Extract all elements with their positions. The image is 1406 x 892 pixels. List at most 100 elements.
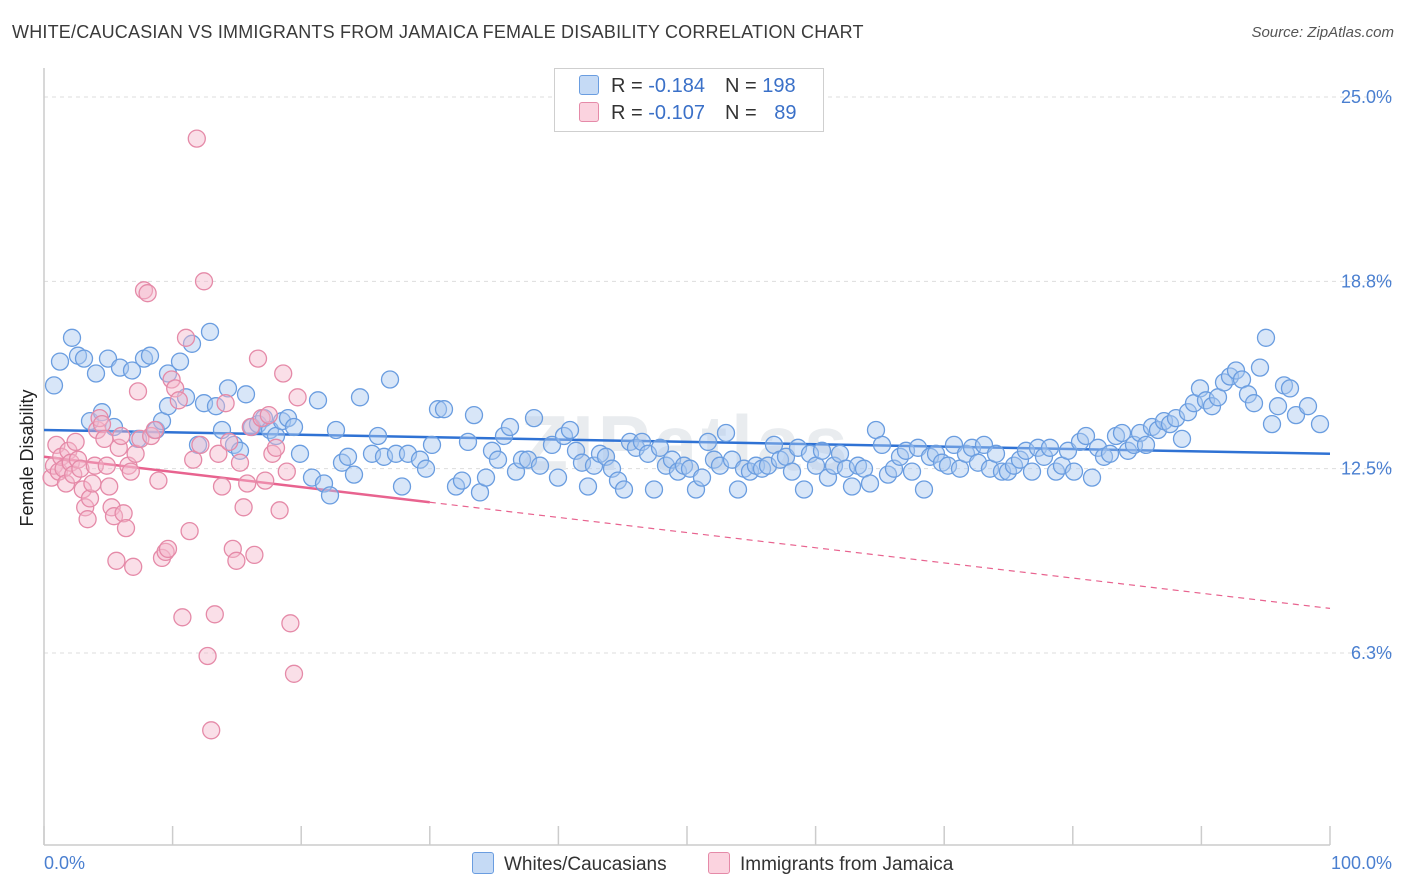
data-point-whites (1190, 379, 1210, 398)
data-point-whites (812, 441, 832, 460)
data-point-jamaica (194, 272, 214, 291)
data-point-whites (458, 432, 478, 452)
data-point-jamaica (281, 614, 300, 633)
data-point-jamaica (256, 471, 275, 490)
y-axis-title: Female Disability (17, 389, 37, 526)
data-point-whites (200, 322, 220, 342)
data-point-jamaica (114, 504, 133, 523)
data-point-whites (344, 465, 364, 484)
data-point-whites (632, 432, 652, 452)
data-point-whites (872, 435, 892, 455)
data-point-whites (506, 462, 526, 481)
legend-row-jamaica: R = -0.107 N = 89 (579, 102, 796, 126)
data-point-jamaica (202, 721, 221, 740)
legend-n-label: N = (724, 75, 763, 97)
data-point-whites (74, 349, 94, 368)
data-point-whites (860, 474, 880, 493)
data-point-jamaica (83, 474, 102, 493)
x-tick-labels: 0.0% 100.0% (44, 853, 1392, 873)
data-point-whites (278, 408, 298, 428)
data-point-jamaica (138, 284, 157, 303)
trend-lines (43, 428, 1331, 609)
data-point-jamaica (116, 518, 136, 538)
data-point-whites (1082, 468, 1102, 487)
data-point-whites (236, 385, 256, 404)
data-point-whites (434, 400, 454, 419)
data-point-whites (650, 438, 670, 457)
data-point-jamaica (92, 414, 112, 434)
data-point-jamaica (166, 379, 185, 398)
data-point-jamaica (156, 542, 175, 562)
data-point-whites (140, 346, 160, 365)
data-point-whites (800, 444, 820, 463)
legend-n-label: N = (724, 102, 763, 124)
data-point-whites (350, 388, 370, 407)
data-point-whites (284, 417, 304, 437)
axes (43, 68, 1331, 846)
data-point-whites (986, 444, 1006, 463)
data-point-jamaica (109, 438, 128, 457)
data-point-whites (884, 459, 904, 478)
data-point-jamaica (277, 462, 296, 481)
data-point-whites (62, 328, 82, 347)
data-point-jamaica (131, 429, 150, 449)
data-point-jamaica (209, 444, 228, 463)
data-point-whites (524, 408, 544, 428)
data-point-jamaica (112, 426, 131, 446)
data-point-jamaica (238, 474, 257, 493)
data-point-whites (494, 426, 514, 446)
source-label: Source: ZipAtlas.com (1251, 24, 1394, 41)
legend-row-whites: R = -0.184 N = 198 (579, 75, 796, 99)
data-point-whites (488, 450, 508, 469)
data-point-jamaica (259, 405, 278, 425)
data-point-jamaica (227, 551, 246, 570)
legend-swatch-blue (579, 75, 599, 95)
legend-n-value: 198 (762, 75, 796, 97)
data-point-whites (1262, 414, 1282, 434)
data-point-whites (914, 480, 934, 499)
data-point-jamaica (198, 646, 217, 666)
data-point-whites (320, 486, 340, 505)
correlation-legend: R = -0.184 N = 198 R = -0.107 N = 89 (554, 68, 824, 132)
data-point-jamaica (66, 432, 85, 452)
data-point-jamaica (78, 510, 97, 529)
y-tick-label: 12.5% (1341, 459, 1392, 479)
trend-line-jamaica (43, 455, 430, 504)
y-tick-labels: 6.3% 12.5% 18.8% 25.0% (1341, 87, 1392, 663)
data-point-whites (1178, 403, 1198, 422)
data-point-whites (338, 447, 358, 466)
data-point-whites (194, 394, 214, 413)
data-point-whites (926, 444, 946, 463)
data-point-whites (1238, 385, 1258, 404)
data-point-whites (44, 376, 64, 395)
data-point-whites (602, 459, 622, 478)
data-point-whites (464, 405, 484, 425)
data-point-whites (452, 471, 472, 490)
data-point-whites (560, 420, 580, 440)
data-point-whites (686, 480, 706, 499)
data-point-jamaica (100, 477, 119, 496)
data-point-whites (362, 444, 382, 463)
data-point-whites (428, 400, 448, 419)
data-point-whites (380, 370, 400, 389)
data-point-whites (1010, 450, 1030, 469)
data-point-whites (1016, 441, 1036, 460)
y-tick-label: 6.3% (1351, 643, 1392, 663)
data-point-jamaica (234, 498, 253, 517)
data-point-jamaica (284, 664, 304, 683)
series-whites (44, 322, 1330, 505)
data-point-whites (1280, 379, 1300, 398)
data-point-whites (1136, 435, 1156, 455)
chart-title: WHITE/CAUCASIAN VS IMMIGRANTS FROM JAMAI… (12, 22, 864, 42)
data-point-jamaica (270, 501, 289, 520)
data-point-jamaica (124, 557, 143, 576)
data-point-whites (692, 468, 712, 487)
data-point-jamaica (71, 459, 90, 478)
data-point-whites (1064, 462, 1084, 481)
data-point-whites (644, 480, 664, 499)
data-point-jamaica (288, 388, 307, 407)
data-point-whites (476, 468, 496, 487)
bottom-legend-swatch-pink (708, 852, 730, 874)
y-tick-label: 18.8% (1341, 271, 1392, 291)
